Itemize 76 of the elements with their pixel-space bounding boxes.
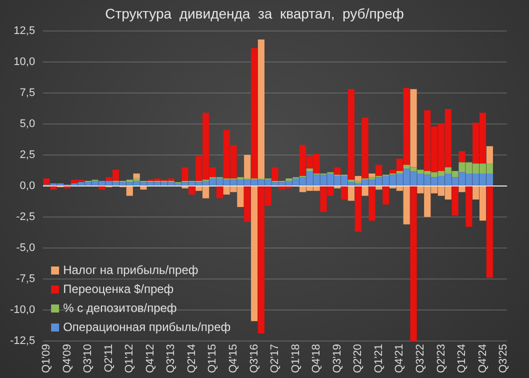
x-tick-label: Q1'18 [290,344,302,374]
x-tick-label: Q2'17 [269,344,282,374]
y-tick-label: -10,0 [10,304,36,316]
bar [98,186,106,190]
y-tick-label: 2,5 [20,148,36,161]
x-tick-label: Q1'12 [124,344,136,374]
bar [410,89,417,168]
bar [340,186,348,200]
bar [306,168,313,172]
bar [368,186,376,221]
bar [368,173,376,178]
x-tick-label: Q4'21 [394,344,406,374]
y-tick-label: -2,5 [16,210,36,223]
x-tick-label: Q1'24 [456,344,468,374]
chart-title: Структура дивиденда за квартал, руб/преф [105,5,404,22]
bar [348,89,354,180]
bar [376,164,382,176]
legend-label: Операционная прибыль/преф [63,320,231,334]
bar [354,186,362,232]
legend-label: Переоценка $/преф [63,282,174,296]
bar [362,186,368,196]
bar [376,186,382,190]
y-tick-label: -12,5 [10,335,36,348]
bar [133,173,140,178]
bar [348,186,354,201]
bar [486,186,493,278]
bar [188,186,196,195]
bar [140,186,147,190]
x-tick-label: Q4'09 [61,344,74,374]
bar [334,167,341,175]
x-tick-label: Q1'15 [206,344,219,374]
bar [216,186,223,198]
bar [250,48,258,178]
x-tick-label: Q3'22 [414,344,426,374]
bar [250,186,258,322]
bar [466,186,472,227]
bar [458,151,466,162]
bar [43,178,50,185]
bar [258,39,264,178]
legend-label: Налог на прибыль/преф [63,262,198,277]
y-tick-label: -5,0 [16,242,36,254]
x-tick-label: Q4'15 [228,344,240,374]
y-tick-label: 10,0 [14,56,36,68]
x-tick-label: Q1'09 [40,344,53,374]
bar [286,178,292,181]
x-tick-label: Q2'20 [352,344,364,374]
y-tick-label: 0,0 [20,180,36,192]
x-tick-label: Q4'18 [310,344,323,374]
x-tick-label: Q4'24 [476,344,489,374]
bar [452,186,458,216]
bar [486,146,493,164]
y-tick-label: 12,5 [14,24,36,37]
bar [182,167,188,181]
x-tick-label: Q3'25 [498,344,510,374]
y-tick-label: -7,5 [16,272,36,285]
bar [362,118,368,178]
y-tick-label: 5,0 [20,118,36,130]
x-tick-label: Q3'10 [82,344,94,374]
bar [244,186,251,222]
x-tick-label: Q3'19 [331,344,344,374]
bar [50,186,57,190]
bar [272,167,278,181]
x-tick-label: Q1'21 [372,344,385,374]
x-tick-label: Q2'14 [186,344,198,374]
x-tick-label: Q4'12 [144,344,156,374]
bar [244,154,251,178]
x-tick-label: Q2'11 [102,344,115,372]
x-tick-label: Q2'23 [435,344,448,374]
bar [410,186,417,341]
y-tick-label: 7,5 [20,86,36,99]
x-tick-label: Q3'13 [165,344,178,374]
legend-label: % с депозитов/преф [63,300,177,315]
x-tick-label: Q3'16 [248,344,260,374]
bar [458,186,466,192]
bar [382,186,390,205]
bar [354,176,362,181]
